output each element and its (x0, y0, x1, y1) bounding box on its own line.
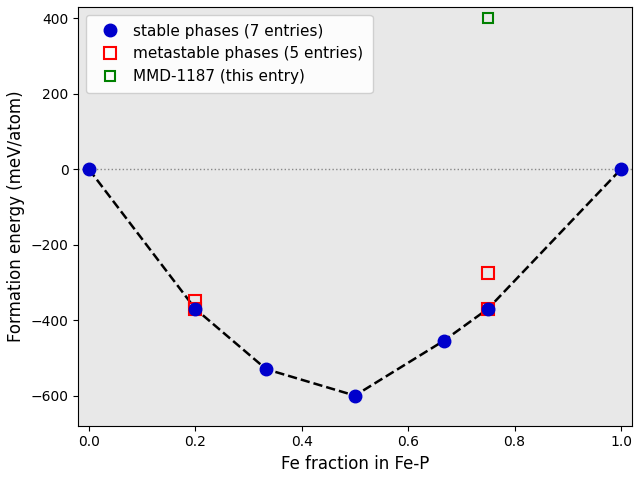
X-axis label: Fe fraction in Fe-P: Fe fraction in Fe-P (281, 455, 429, 473)
stable phases (7 entries) (440, 338, 447, 344)
Line: metastable phases (5 entries): metastable phases (5 entries) (189, 267, 494, 315)
stable phases (7 entries) (617, 166, 625, 172)
metastable phases (5 entries) (191, 306, 199, 312)
stable phases (7 entries) (191, 306, 199, 312)
Y-axis label: Formation energy (meV/atom): Formation energy (meV/atom) (7, 91, 25, 342)
Legend: stable phases (7 entries), metastable phases (5 entries), MMD-1187 (this entry): stable phases (7 entries), metastable ph… (86, 14, 372, 93)
metastable phases (5 entries) (191, 299, 199, 304)
stable phases (7 entries) (484, 306, 492, 312)
stable phases (7 entries) (351, 393, 359, 398)
stable phases (7 entries) (85, 166, 93, 172)
stable phases (7 entries) (262, 366, 270, 372)
metastable phases (5 entries) (484, 306, 492, 312)
Line: stable phases (7 entries): stable phases (7 entries) (83, 163, 627, 402)
metastable phases (5 entries) (484, 270, 492, 276)
